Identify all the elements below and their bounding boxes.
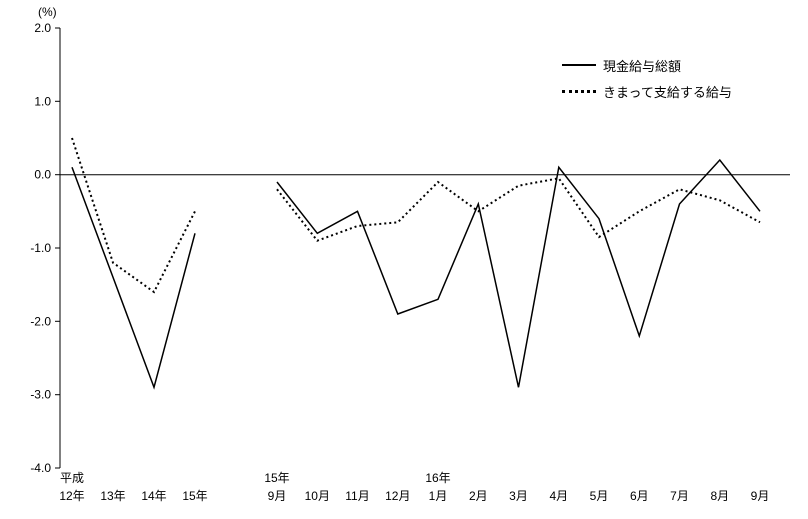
- x-tick-label: 8月: [710, 489, 729, 503]
- x-tick-label: 6月: [630, 489, 649, 503]
- x-tick-label: 4月: [549, 489, 568, 503]
- series-line-contractual-earnings: [71, 137, 196, 294]
- series-line-total-cash-earnings: [71, 167, 196, 390]
- legend-label: きまって支給する給与: [603, 84, 732, 100]
- dotted-line-icon: [562, 89, 596, 93]
- series-line-contractual-earnings: [276, 177, 761, 242]
- x-tick-label: 5月: [590, 489, 609, 503]
- series-line-total-cash-earnings: [276, 158, 761, 388]
- x-era-label: 平成: [60, 471, 84, 485]
- y-tick-label: -4.0: [30, 461, 51, 475]
- y-tick-label: 2.0: [34, 21, 51, 35]
- y-tick-label: -2.0: [30, 314, 51, 328]
- y-tick-label: -3.0: [30, 388, 51, 402]
- legend-item-contractual-earnings: きまって支給する給与: [562, 78, 732, 104]
- chart-legend: 現金給与総額 きまって支給する給与: [562, 52, 732, 104]
- x-tick-label: 9月: [751, 489, 770, 503]
- y-axis-unit-label: (%): [38, 5, 57, 19]
- legend-label: 現金給与総額: [603, 58, 682, 74]
- x-era-label: 15年: [264, 471, 289, 485]
- solid-line-icon: [562, 64, 596, 66]
- y-tick-label: 0.0: [34, 168, 51, 182]
- y-tick-label: 1.0: [34, 94, 51, 108]
- x-tick-label: 7月: [670, 489, 689, 503]
- legend-item-total-cash-earnings: 現金給与総額: [562, 52, 732, 78]
- x-tick-label: 14年: [141, 489, 166, 503]
- x-tick-label: 3月: [509, 489, 528, 503]
- x-tick-label: 10月: [305, 489, 330, 503]
- x-tick-label: 12月: [385, 489, 410, 503]
- x-era-label: 16年: [425, 471, 450, 485]
- x-tick-label: 12年: [59, 489, 84, 503]
- x-tick-label: 9月: [268, 489, 287, 503]
- x-tick-label: 15年: [182, 489, 207, 503]
- x-tick-label: 2月: [469, 489, 488, 503]
- x-tick-label: 13年: [100, 489, 125, 503]
- y-tick-label: -1.0: [30, 241, 51, 255]
- x-tick-label: 1月: [429, 489, 448, 503]
- x-tick-label: 11月: [345, 489, 369, 503]
